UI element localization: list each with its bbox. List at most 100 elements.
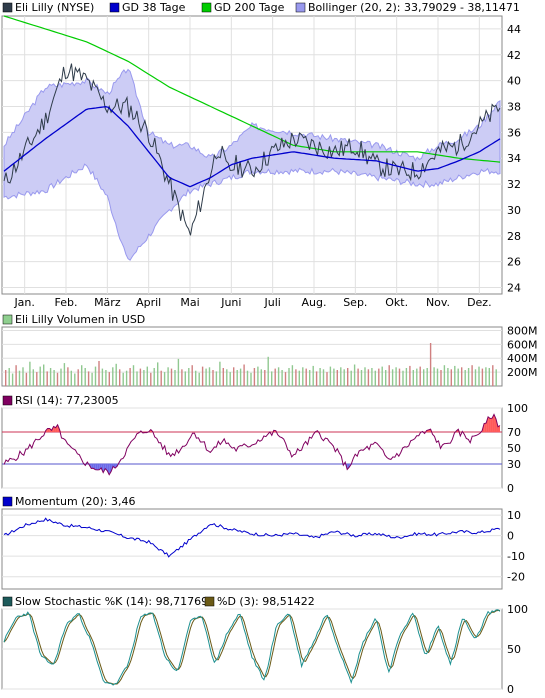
volume-bar <box>129 368 131 386</box>
volume-bar <box>163 372 166 386</box>
volume-bar <box>423 369 425 386</box>
rsi-oversold-fill <box>95 464 98 470</box>
volume-bar <box>333 368 335 386</box>
rsi-tick-label: 0 <box>507 482 514 495</box>
volume-bar <box>295 369 297 386</box>
volume-bar <box>302 367 304 386</box>
volume-bar <box>429 343 432 386</box>
volume-bar <box>495 369 497 386</box>
month-label: Aug. <box>302 296 327 309</box>
momentum-tick-label: -20 <box>507 571 525 584</box>
legend-swatch-stoch-d <box>204 596 215 607</box>
legend-label-stoch-k: Slow Stochastic %K (14): 98,71769 <box>15 595 208 608</box>
volume-bar <box>32 369 34 386</box>
volume-bar <box>336 370 338 386</box>
volume-bar <box>329 366 332 386</box>
rsi-oversold-fill <box>107 464 110 475</box>
legend-label-gd38: GD 38 Tage <box>122 1 186 14</box>
price-tick-label: 42 <box>507 49 521 62</box>
volume-bar <box>174 370 176 386</box>
volume-bar <box>177 358 180 386</box>
volume-title: Eli Lilly Volumen in USD <box>15 313 145 326</box>
price-tick-label: 26 <box>507 256 521 269</box>
volume-bar <box>488 368 490 386</box>
volume-bar <box>63 363 66 386</box>
volume-bar <box>260 369 262 386</box>
volume-bar <box>70 370 72 386</box>
volume-bar <box>253 368 256 386</box>
volume-bar <box>350 370 352 386</box>
rsi-line <box>3 413 501 476</box>
volume-bar <box>243 364 245 386</box>
volume-bar <box>391 369 394 386</box>
volume-bar <box>309 370 311 386</box>
price-tick-label: 24 <box>507 282 521 295</box>
momentum-tick-label: 10 <box>507 509 521 522</box>
rsi-gridlines <box>2 407 502 489</box>
volume-bar <box>212 370 214 386</box>
volume-bar <box>353 364 356 386</box>
volume-bar <box>378 368 380 386</box>
volume-bar <box>485 367 487 386</box>
volume-bar <box>39 366 41 386</box>
volume-bar <box>198 372 200 386</box>
price-tick-label: 30 <box>507 204 521 217</box>
rsi-tick-label: 70 <box>507 426 521 439</box>
volume-bar <box>409 365 411 386</box>
volume-bar <box>405 368 408 386</box>
volume-bar <box>136 371 138 386</box>
month-label: Nov. <box>426 296 450 309</box>
month-label: Mai <box>180 296 199 309</box>
legend-swatch-stoch-k <box>2 596 13 607</box>
volume-bars <box>5 343 497 386</box>
volume-bar <box>101 368 104 386</box>
volume-bar <box>74 373 76 386</box>
price-tick-label: 40 <box>507 75 521 88</box>
volume-bar <box>478 366 480 386</box>
month-label: Feb. <box>55 296 78 309</box>
rsi-oversold-fill <box>91 464 94 469</box>
volume-bar <box>239 368 242 386</box>
stochastic-tick-label: 50 <box>507 643 521 656</box>
volume-bar <box>160 370 162 386</box>
volume-bar <box>267 356 269 386</box>
volume-bar <box>5 370 7 386</box>
volume-bar <box>315 371 318 386</box>
volume-bar <box>371 368 373 386</box>
legend-label-gd200: GD 200 Tage <box>214 1 285 14</box>
volume-bar <box>357 368 359 386</box>
bollinger-band <box>3 68 501 261</box>
legend-swatch-price <box>2 2 13 13</box>
volume-bar <box>56 372 59 386</box>
volume-bar <box>219 361 221 386</box>
volume-bar <box>67 367 69 386</box>
volume-bar <box>343 369 345 386</box>
volume-bar <box>364 367 366 386</box>
stoch-k-line <box>3 609 501 686</box>
volume-bar <box>271 371 273 386</box>
volume-bar <box>367 369 370 386</box>
volume-bar <box>157 362 159 386</box>
momentum-title: Momentum (20): 3,46 <box>15 495 135 508</box>
volume-bar <box>49 368 52 386</box>
volume-bar <box>298 370 300 386</box>
momentum-gridlines <box>2 514 502 578</box>
month-axis: Jan. Feb. März April Mai Juni Juli Aug. Sep. Okt.… <box>13 296 491 309</box>
volume-bar <box>277 367 280 386</box>
volume-bar <box>416 368 418 386</box>
volume-bar <box>288 368 290 386</box>
rsi-overbought-fill <box>490 418 493 432</box>
volume-bar <box>167 367 169 386</box>
stochastic-tick-label: 0 <box>507 683 514 696</box>
legend-swatch-gd38 <box>109 2 120 13</box>
volume-bar <box>25 372 28 386</box>
volume-bar <box>492 365 494 386</box>
volume-bar <box>374 370 376 386</box>
volume-bar <box>291 365 294 386</box>
volume-bar <box>347 368 349 386</box>
momentum-panel-frame <box>1 508 503 590</box>
rsi-y-axis: 0 30 50 70 100 <box>507 402 528 495</box>
stochastic-y-axis: 0 50 100 <box>507 603 528 696</box>
